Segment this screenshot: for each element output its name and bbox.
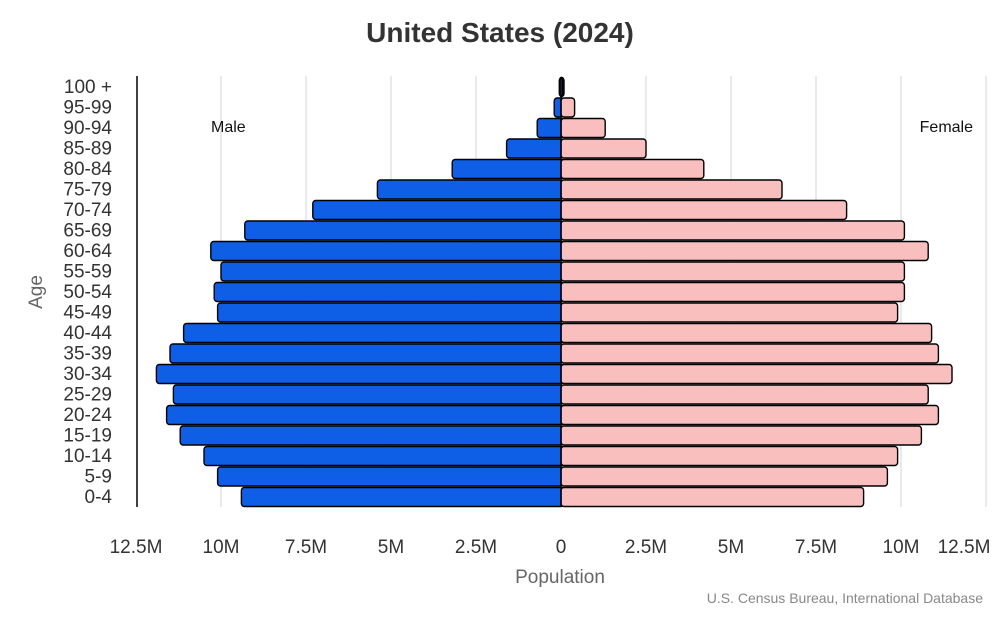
bar-male [312,199,565,221]
y-tick-label: 70-74 [63,200,112,221]
bar-male [213,281,565,303]
y-tick-label: 5-9 [85,467,112,488]
bar-male [172,384,565,405]
x-tick-label: 5M [718,537,744,558]
y-tick-label: 75-79 [63,180,112,201]
y-tick-label: 50-54 [63,282,112,303]
bar-female [560,322,933,344]
bar-female [560,158,705,180]
y-tick-label: 85-89 [63,139,112,160]
chart-title: United States (2024) [366,17,634,48]
y-tick-label: 55-59 [63,262,112,283]
bar-female [560,220,906,241]
bar-male [536,117,565,139]
x-axis-label: Population [515,567,605,588]
bar-female [560,343,940,364]
y-tick-label: 45-49 [63,303,112,324]
bar-male [376,179,565,200]
x-tick-label: 5M [378,537,404,558]
bar-male [240,486,565,508]
bar-female [560,117,606,139]
series-label-male: Male [211,119,246,136]
y-tick-label: 35-39 [63,344,112,365]
bar-female [560,486,865,508]
x-tick-label: 2.5M [455,537,497,558]
bar-female [560,445,899,467]
y-tick-label: 60-64 [63,241,112,262]
bar-male [244,220,565,241]
y-tick-label: 20-24 [63,405,112,426]
bar-female [560,404,940,426]
bar-female [560,363,953,385]
bar-male [155,363,565,385]
bar-female [560,302,899,323]
y-axis-label: Age [26,275,47,309]
y-tick-label: 80-84 [63,159,112,180]
x-tick-label: 12.5M [110,537,163,558]
bar-male [179,425,565,446]
y-tick-label: 65-69 [63,221,112,242]
bar-male [220,261,565,282]
x-tick-label: 0 [556,537,567,558]
bar-female [560,199,848,221]
bar-male [182,322,565,344]
x-tick-label: 7.5M [285,537,327,558]
y-tick-label: 95-99 [63,98,112,119]
bar-male [216,466,565,487]
bar-female [560,97,576,118]
bar-male [169,343,565,364]
y-tick-label: 90-94 [63,118,112,139]
x-tick-label: 7.5M [795,537,837,558]
x-tick-label: 12.5M [938,537,991,558]
y-tick-label: 100 + [64,77,112,98]
bar-male [203,445,565,467]
series-label-female: Female [920,119,973,136]
bar-female [560,261,906,282]
bar-male [216,302,565,323]
y-tick-label: 10-14 [63,446,112,467]
bar-female [560,425,923,446]
x-tick-label: 2.5M [625,537,667,558]
y-tick-label: 30-34 [63,364,112,385]
y-tick-label: 25-29 [63,385,112,406]
bar-female [560,240,929,262]
y-tick-label: 40-44 [63,323,112,344]
x-tick-label: 10M [203,537,240,558]
bar-female [560,179,783,200]
source-note: U.S. Census Bureau, International Databa… [707,590,983,606]
bar-male [451,158,565,180]
bar-female [560,281,906,303]
x-tick-label: 10M [883,537,920,558]
bar-male [165,404,565,426]
bar-male [210,240,565,262]
bar-female [560,466,889,487]
bar-male [505,138,565,159]
bar-female [560,384,929,405]
bar-female [560,138,647,159]
y-tick-label: 15-19 [63,426,112,447]
y-tick-label: 0-4 [85,487,113,508]
